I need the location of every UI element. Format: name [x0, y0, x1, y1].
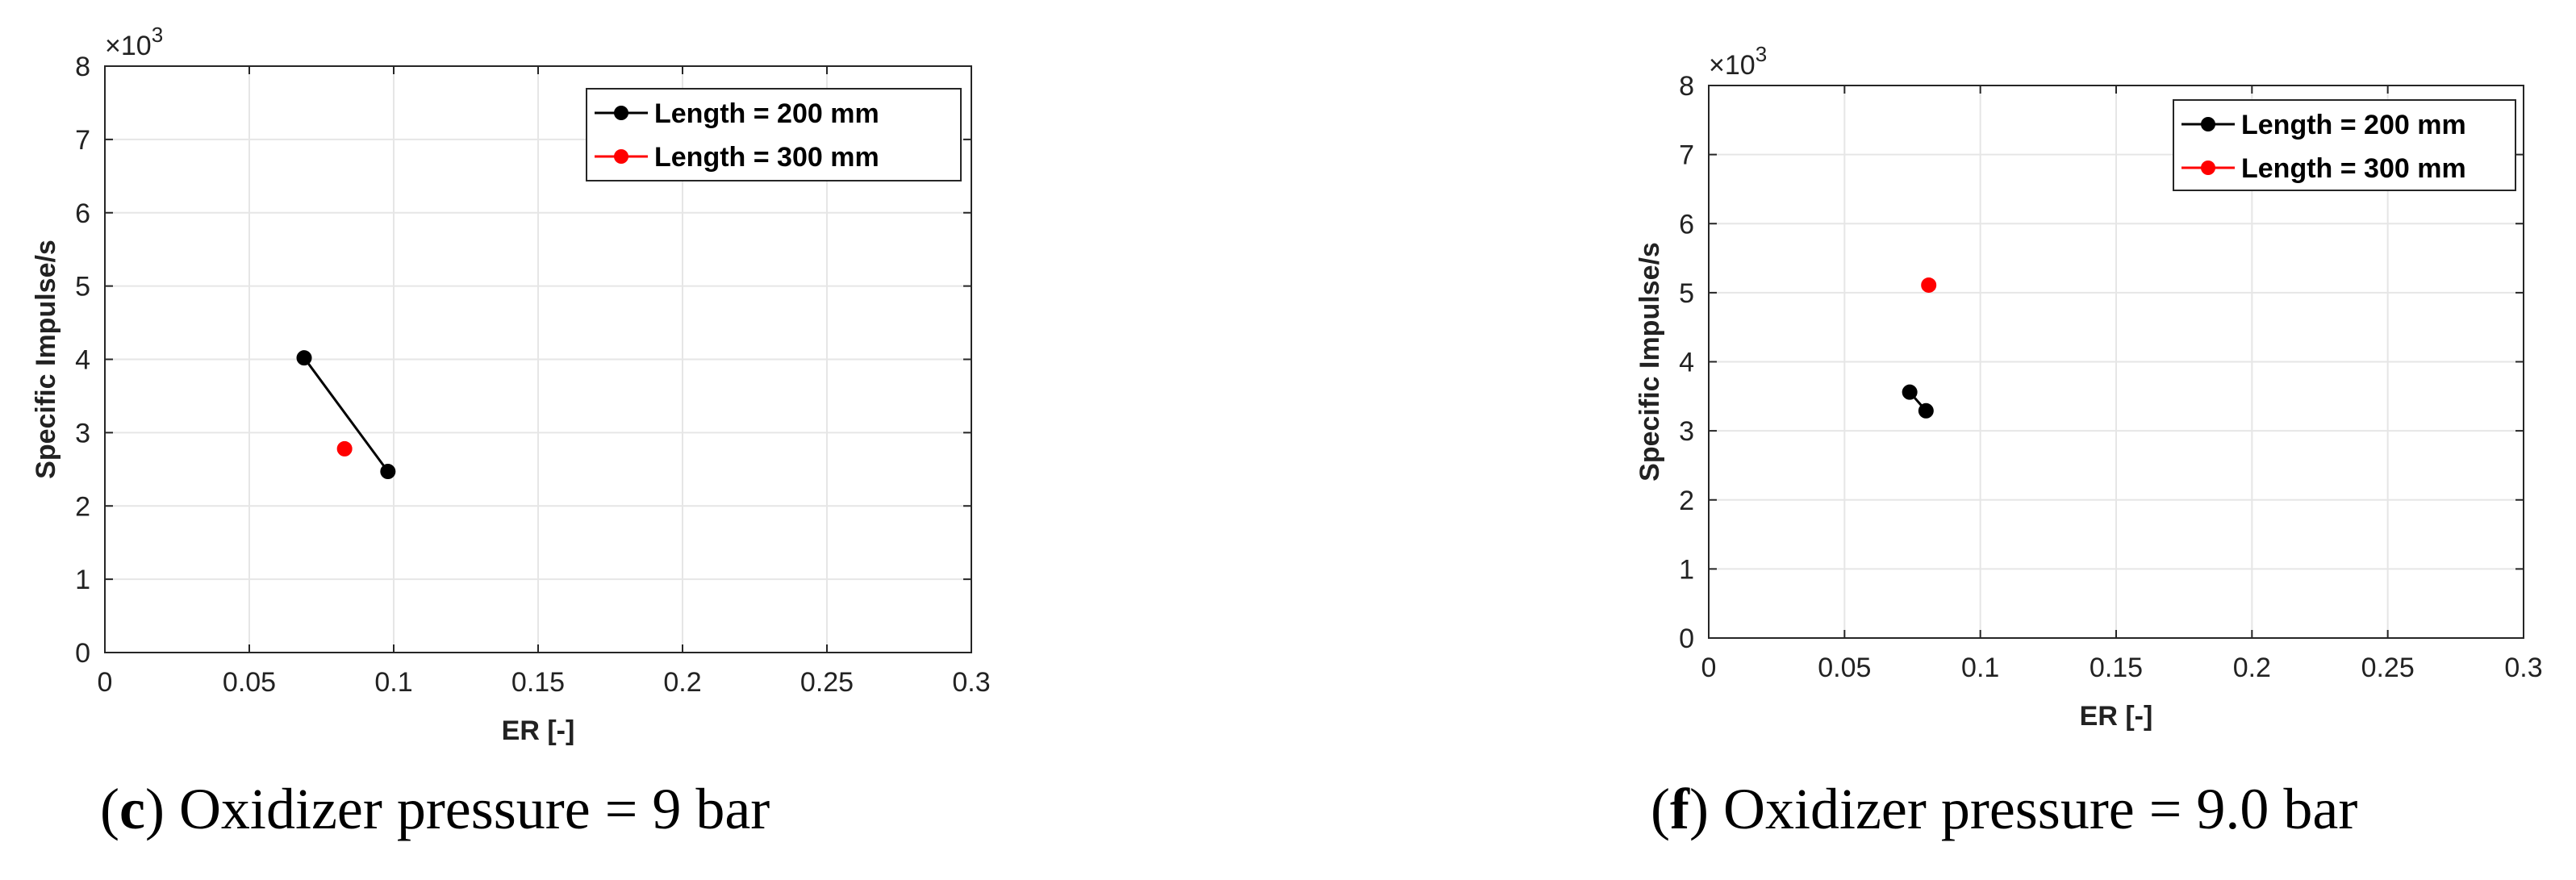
legend-marker	[614, 106, 628, 120]
data-point	[1902, 384, 1918, 400]
y-multiplier-exponent: 3	[1756, 42, 1767, 66]
x-tick-label: 0.1	[1961, 653, 1999, 683]
series-0	[1902, 384, 1934, 419]
y-multiplier-label: ×103	[105, 23, 163, 61]
y-tick-label: 1	[75, 565, 90, 595]
x-tick-label: 0.25	[2361, 653, 2415, 683]
legend-box	[2173, 99, 2516, 191]
x-tick-label: 0.3	[952, 667, 990, 698]
caption-f-text: Oxidizer pressure = 9.0 bar	[1708, 777, 2358, 841]
legend: Length = 200 mm Length = 300 mm	[586, 88, 962, 181]
y-tick-label: 4	[75, 345, 90, 376]
x-tick-label: 0.2	[663, 667, 701, 698]
legend-box	[586, 88, 962, 181]
legend-entry: Length = 300 mm	[2241, 153, 2466, 184]
data-point	[1921, 277, 1937, 293]
y-tick-label: 6	[1679, 209, 1694, 240]
x-tick-label: 0	[1701, 653, 1717, 683]
y-tick-label: 8	[1679, 71, 1694, 102]
y-tick-label: 4	[1679, 348, 1694, 378]
caption-c-text: Oxidizer pressure = 9 bar	[164, 777, 770, 841]
x-tick-label: 0.2	[2233, 653, 2271, 683]
y-tick-label: 5	[1679, 278, 1694, 309]
chart-panel-f: 0 0.05 0.1 0.15 0.2 0.25 0.3 0 1 2 3 4 5 6 7 8 ×103 ER [-…	[1605, 0, 2576, 774]
chart-panel-c: 0 0.05 0.1 0.15 0.2 0.25 0.3 0 1 2 3 4 5 6 7 8 ×103 ER [-…	[0, 0, 1291, 774]
y-tick-label: 2	[1679, 486, 1694, 516]
caption-c-letter: c	[119, 777, 145, 841]
x-tick-label: 0.05	[223, 667, 276, 698]
y-tick-label: 6	[75, 198, 90, 229]
legend: Length = 200 mm Length = 300 mm	[2173, 99, 2516, 191]
series-line	[303, 357, 390, 473]
x-tick-label: 0	[98, 667, 113, 698]
y-tick-label: 7	[75, 125, 90, 156]
data-point	[1918, 402, 1934, 419]
y-axis-label: Specific Impulse/s	[31, 240, 61, 479]
caption-f-letter: f	[1669, 777, 1689, 841]
y-tick-label: 1	[1679, 554, 1694, 585]
caption-f: (f) Oxidizer pressure = 9.0 bar	[1651, 777, 2358, 841]
y-tick-label: 0	[75, 638, 90, 669]
x-tick-label: 0.25	[800, 667, 854, 698]
chart-f: 0 0.05 0.1 0.15 0.2 0.25 0.3 0 1 2 3 4 5 6 7 8 ×103 ER [-…	[1635, 42, 2543, 732]
x-tick-label: 0.15	[2090, 653, 2143, 683]
x-axis-label: ER [-]	[502, 715, 575, 746]
y-tick-label: 3	[1679, 416, 1694, 447]
legend-marker	[614, 149, 628, 164]
data-point	[380, 464, 396, 480]
legend-marker	[2201, 117, 2215, 131]
y-axis-label: Specific Impulse/s	[1635, 242, 1665, 482]
legend-entry: Length = 200 mm	[654, 98, 879, 129]
x-tick-label: 0.1	[374, 667, 412, 698]
x-tick-label: 0.3	[2504, 653, 2542, 683]
x-tick-label: 0.05	[1818, 653, 1871, 683]
legend-entry: Length = 200 mm	[2241, 110, 2466, 140]
series-0	[296, 350, 396, 480]
y-tick-label: 5	[75, 272, 90, 302]
legend-marker	[2201, 161, 2215, 175]
data-point	[336, 440, 353, 457]
legend-entry: Length = 300 mm	[654, 142, 879, 173]
y-tick-label: 3	[75, 418, 90, 448]
data-point	[296, 350, 312, 366]
caption-c: (c) Oxidizer pressure = 9 bar	[100, 777, 770, 841]
x-tick-label: 0.15	[511, 667, 565, 698]
chart-c: 0 0.05 0.1 0.15 0.2 0.25 0.3 0 1 2 3 4 5 6 7 8 ×103 ER [-…	[31, 23, 991, 746]
y-tick-label: 2	[75, 491, 90, 522]
x-axis-label: ER [-]	[2080, 701, 2153, 732]
y-tick-label: 0	[1679, 624, 1694, 654]
y-tick-label: 8	[75, 52, 90, 82]
series-1	[1921, 277, 1937, 293]
y-multiplier-label: ×103	[1709, 42, 1767, 81]
y-tick-label: 7	[1679, 140, 1694, 171]
y-multiplier-exponent: 3	[152, 23, 163, 47]
series-1	[336, 440, 353, 457]
